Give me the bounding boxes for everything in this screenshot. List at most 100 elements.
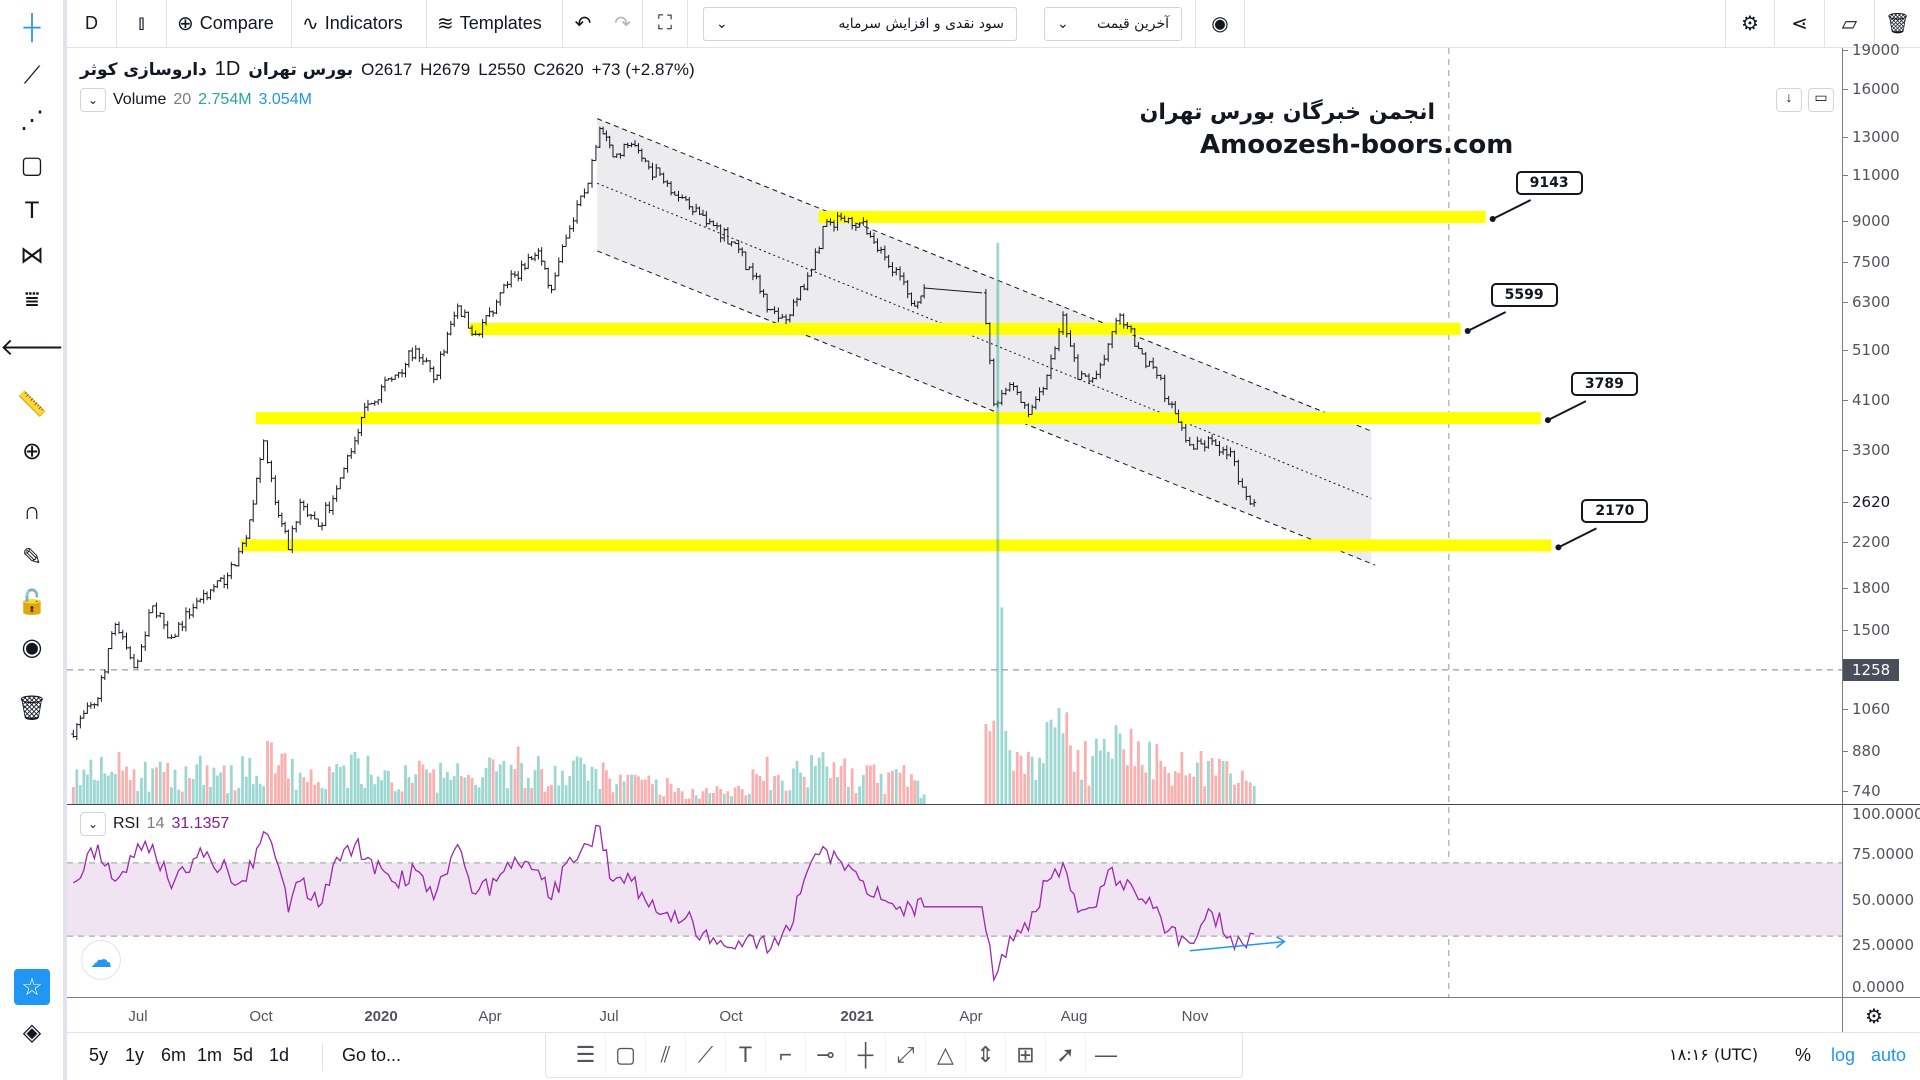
volume-bar [99,756,103,804]
visibility-button[interactable]: ◉ [1195,0,1245,47]
text-tool[interactable]: T [14,193,50,229]
level-callout[interactable]: 3789 [1570,372,1638,397]
back-tool[interactable]: 🡐 [0,329,64,365]
tradingview-logo[interactable]: ☁ [81,940,121,980]
redo-button[interactable]: ↷ [603,0,643,47]
snapshot-button[interactable]: ▱ [1825,0,1875,47]
drawing-sidebar: ┼ ⟋ ⋰ ▢ T ⋈ ⩸ 🡐 📏 ⊕ ∩ ✎ 🔓 ◉ 🗑 ☆ ◈ [0,0,67,1080]
draw-trendline[interactable]: ⟋ [686,1035,726,1075]
goto-button[interactable]: Go to... [342,1045,402,1065]
draw-rectangle[interactable]: ▢ [606,1035,646,1075]
level-callout[interactable]: 2170 [1581,499,1649,524]
volume-bar [1076,749,1080,804]
remove-tool[interactable]: 🗑 [14,690,50,726]
draw-triangle[interactable]: △ [926,1035,966,1075]
draw-price-range[interactable]: ⇕ [966,1035,1006,1075]
volume-bar [474,784,478,804]
lock-tool[interactable]: 🔓 [14,584,50,620]
price-type-dropdown[interactable]: ⌄ آخرین قیمت [1044,7,1182,41]
price-tick-label: 19000 [1852,41,1900,60]
percent-scale-button[interactable]: % [1795,1045,1812,1065]
symbol-name[interactable]: داروسازی کوثر [80,59,207,80]
volume-bar [346,787,350,804]
collapse-rsi-button[interactable]: ⌄ [80,812,106,836]
stay-drawing-tool[interactable]: ✎ [14,539,50,575]
object-tree-button[interactable]: ◈ [14,1014,50,1050]
auto-scale-button[interactable]: auto [1871,1045,1907,1065]
price-tick-label: 16000 [1852,80,1900,99]
indicators-button[interactable]: ∿ Indicators [292,0,427,47]
delete-button[interactable]: 🗑 [1875,0,1920,47]
volume-bar [71,787,75,804]
volume-bar [575,756,579,804]
price-tick-label: 4100 [1852,391,1891,410]
price-tick [1842,262,1848,264]
hide-tool[interactable]: ◉ [14,629,50,665]
draw-horizontal-ray[interactable]: ⊸ [806,1035,846,1075]
pane-separator[interactable] [67,804,1920,805]
draw-arrow[interactable]: ➚ [1046,1035,1086,1075]
draw-date-price-range[interactable]: ⊞ [1006,1035,1046,1075]
templates-button[interactable]: ≋ Templates [427,0,563,47]
low-value: L2550 [478,59,526,79]
fib-tool[interactable]: ⋰ [14,102,50,138]
price-axis[interactable] [1842,48,1920,1032]
range-button-6m[interactable]: 6m [161,1045,187,1065]
range-button-1d[interactable]: 1d [269,1045,290,1065]
rsi-label: RSI [113,815,140,832]
measure-tool[interactable]: 📏 [14,386,50,422]
volume-bar [89,759,93,804]
interval-button[interactable]: D [67,0,117,47]
price-tick-label: 3300 [1852,440,1891,459]
level-callout[interactable]: 5599 [1490,282,1558,307]
prediction-tool[interactable]: ⩸ [14,282,50,318]
adjustment-dropdown[interactable]: ⌄ سود نقدی و افزایش سرمایه [703,7,1017,41]
range-button-1y[interactable]: 1y [125,1045,145,1065]
draw-horizontal-line[interactable]: — [1086,1035,1126,1075]
volume-bar [1229,773,1232,804]
adjustment-dropdown-value: سود نقدی و افزایش سرمایه [838,16,1004,32]
chart-type-button[interactable]: ⫾ [117,0,167,47]
crosshair-tool[interactable]: ┼ [14,10,50,46]
trendline-tool[interactable]: ⟋ [14,58,50,94]
indicators-icon: ∿ [302,13,319,35]
share-button[interactable]: ⋖ [1775,0,1825,47]
log-scale-button[interactable]: log [1831,1045,1856,1065]
draw-path[interactable]: ⤢ [886,1035,926,1075]
fullscreen-button[interactable]: ⛶ [643,0,688,47]
shape-tool[interactable]: ▢ [14,147,50,183]
settings-button[interactable]: ⚙ [1725,0,1775,47]
pattern-tool[interactable]: ⋈ [14,237,50,273]
volume-bar [883,793,887,804]
range-button-5d[interactable]: 5d [233,1045,254,1065]
axis-settings-button[interactable]: ⚙ [1865,1004,1883,1029]
range-button-1m[interactable]: 1m [197,1045,223,1065]
compare-button[interactable]: ⊕ Compare [167,0,292,47]
draw-horizontal-lines[interactable]: ☰ [566,1035,606,1075]
draw-text[interactable]: T [726,1035,766,1075]
volume-bar [1057,707,1061,804]
volume-bar [788,790,792,804]
rsi-tick-label: 25.0000 [1852,936,1915,955]
volume-bar [861,775,865,804]
undo-button[interactable]: ↶ [563,0,603,47]
volume-bar [662,796,666,804]
time-axis-border [67,997,1920,998]
range-button-5y[interactable]: 5y [89,1045,109,1065]
volume-bar [704,788,708,804]
scroll-to-end-button[interactable]: ↓ [1776,88,1802,112]
draw-cross-line[interactable]: ┼ [846,1035,886,1075]
draw-callout[interactable]: ⌐ [766,1035,806,1075]
clock[interactable]: ۱۸:۱۶ (UTC) [1669,1045,1759,1064]
favorites-button[interactable]: ☆ [14,969,50,1005]
volume-bar [425,769,428,804]
zoom-tool[interactable]: ⊕ [14,433,50,469]
volume-bar [906,786,910,804]
maximize-pane-button[interactable]: ▭ [1808,88,1834,112]
level-callout[interactable]: 9143 [1515,171,1583,196]
magnet-tool[interactable]: ∩ [14,494,50,530]
collapse-volume-button[interactable]: ⌄ [80,88,106,112]
draw-parallel-channel[interactable]: ⫽ [646,1035,686,1075]
volume-bar [913,780,917,804]
